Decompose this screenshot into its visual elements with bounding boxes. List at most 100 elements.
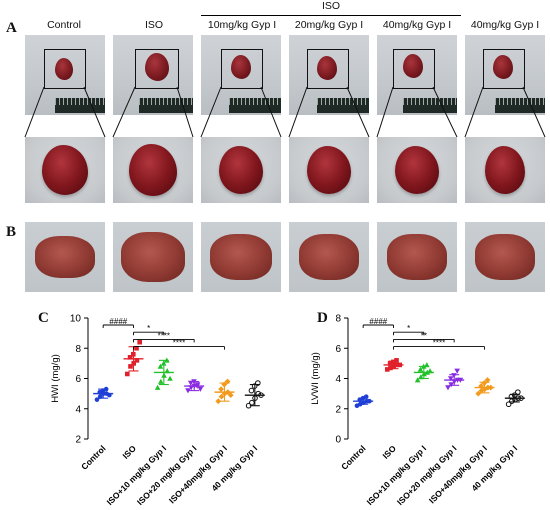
heart-photo-iso xyxy=(113,35,193,115)
zoom-box xyxy=(307,49,349,89)
data-point xyxy=(387,361,393,366)
liver-image xyxy=(35,236,95,278)
liver-image xyxy=(387,234,447,280)
data-point xyxy=(248,387,255,394)
heart-photo-20mg xyxy=(289,35,369,115)
data-point xyxy=(249,399,255,406)
liver-photo-40mg xyxy=(377,222,457,292)
ruler-scale xyxy=(229,98,281,113)
heart-zoom-20mg xyxy=(289,137,369,203)
significance-label: **** xyxy=(173,339,185,348)
zoom-box xyxy=(483,49,525,89)
data-point xyxy=(454,368,460,374)
group-label-40mg: 40mg/kg Gyp I xyxy=(382,19,452,31)
data-point xyxy=(417,366,424,372)
group-label-10mg: 10mg/kg Gyp I xyxy=(207,19,277,31)
heart-image xyxy=(231,55,251,79)
data-point xyxy=(94,397,100,402)
y-tick-label: 6 xyxy=(75,374,81,385)
y-tick-label: 6 xyxy=(335,344,341,355)
heart-image xyxy=(129,144,177,196)
data-point xyxy=(218,393,225,400)
heart-zoom-40mg xyxy=(377,137,457,203)
y-tick-label: 0 xyxy=(335,435,341,446)
data-point xyxy=(185,388,191,394)
heart-photo-40mg-gyp xyxy=(465,35,545,115)
y-tick-label: 4 xyxy=(335,374,341,385)
x-tick-label: Control xyxy=(79,443,107,471)
heart-image xyxy=(307,146,351,194)
liver-image xyxy=(299,234,359,280)
y-axis-label: HWI (mg/g) xyxy=(50,354,61,403)
data-point xyxy=(484,377,491,383)
heart-image xyxy=(403,54,423,78)
liver-photo-control xyxy=(25,222,105,292)
significance-label: #### xyxy=(369,317,387,326)
iso-group-label: ISO xyxy=(321,0,341,12)
data-point xyxy=(388,365,393,371)
data-point xyxy=(134,345,139,351)
heart-image xyxy=(317,56,337,80)
heart-image xyxy=(395,146,439,194)
liver-photo-40mg-gyp xyxy=(465,222,545,292)
data-point xyxy=(445,385,451,391)
data-point xyxy=(414,377,421,383)
x-tick-label: ISO xyxy=(120,443,138,461)
data-point xyxy=(255,390,262,397)
heart-photo-10mg xyxy=(201,35,281,115)
liver-image xyxy=(210,234,272,280)
data-point xyxy=(158,378,164,384)
liver-photo-iso xyxy=(113,222,193,292)
data-point xyxy=(167,375,173,381)
data-point xyxy=(447,376,454,382)
liver-photo-20mg xyxy=(289,222,369,292)
heart-zoom-10mg xyxy=(201,137,281,203)
heart-image xyxy=(493,55,513,79)
heart-image xyxy=(485,146,525,194)
significance-label: **** xyxy=(158,331,170,340)
panel-label-b: B xyxy=(6,224,17,240)
panel-label-d: D xyxy=(317,310,328,326)
heart-image xyxy=(55,58,73,80)
y-axis-label: LVWI (mg/g) xyxy=(310,352,321,405)
y-tick-label: 4 xyxy=(75,404,81,415)
group-label-40mg-gyp: 40mg/kg Gyp I xyxy=(470,19,540,31)
data-point xyxy=(134,358,140,363)
data-point xyxy=(227,392,234,399)
heart-zoom-40mg-gyp xyxy=(465,137,545,203)
data-point xyxy=(154,384,161,390)
y-tick-label: 2 xyxy=(335,404,341,415)
y-tick-label: 8 xyxy=(335,314,341,325)
iso-bracket-line xyxy=(201,15,461,16)
heart-image xyxy=(219,146,263,194)
x-tick-label: Control xyxy=(339,443,367,471)
liver-image xyxy=(475,234,535,280)
zoom-box xyxy=(135,49,179,89)
heart-image xyxy=(42,145,88,195)
data-point xyxy=(157,363,164,369)
panel-label-c: C xyxy=(38,310,49,326)
significance-label: * xyxy=(147,324,150,333)
zoom-lines xyxy=(24,86,546,138)
significance-label: ** xyxy=(421,331,427,340)
ruler-scale xyxy=(139,98,193,113)
ruler-scale xyxy=(317,98,369,113)
x-tick-label: ISO xyxy=(380,443,398,461)
data-point xyxy=(137,339,142,345)
y-tick-label: 2 xyxy=(75,435,81,446)
zoom-box xyxy=(221,49,263,89)
data-point xyxy=(128,364,133,369)
data-point xyxy=(127,355,133,360)
x-tick-label: ISO+40mg/kg Gyp I xyxy=(167,443,229,505)
zoom-box xyxy=(44,49,86,89)
y-tick-label: 8 xyxy=(75,344,81,355)
y-tick-label: 10 xyxy=(70,314,82,325)
significance-label: #### xyxy=(109,317,127,326)
data-point xyxy=(394,358,399,363)
data-point xyxy=(255,380,261,386)
panel-label-a: A xyxy=(6,20,17,36)
heart-zoom-control xyxy=(25,137,105,203)
group-label-control: Control xyxy=(47,19,81,31)
